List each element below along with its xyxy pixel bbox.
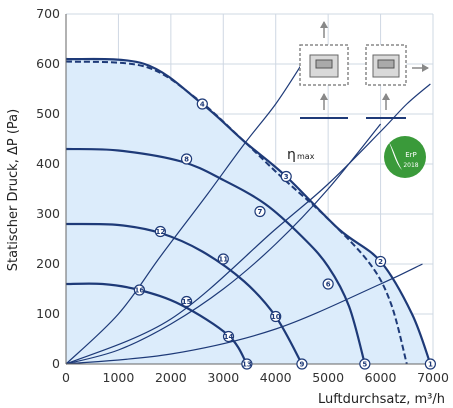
operating-point-label-5: 5 xyxy=(362,361,367,369)
y-tick-label-1: 100 xyxy=(36,306,60,321)
system-curve-1 xyxy=(65,83,431,365)
system-curves xyxy=(65,63,431,365)
operating-point-marker-7 xyxy=(254,205,266,218)
operating-point-label-4: 4 xyxy=(200,101,205,109)
operating-point-12: 12 xyxy=(154,225,166,238)
erp-2018-badge: ErP 2018 xyxy=(384,136,426,178)
operating-point-label-2: 2 xyxy=(378,258,383,266)
operating-point-marker-2 xyxy=(374,255,387,268)
erp-badge-text: ErP xyxy=(405,151,417,159)
y-tick-label-7: 700 xyxy=(36,6,60,21)
operating-point-10: 10 xyxy=(270,310,282,323)
x-axis-label: Luftdurchsatz, m³/h xyxy=(318,392,445,407)
operating-point-marker-6 xyxy=(322,278,334,290)
operating-point-marker-13 xyxy=(241,358,253,370)
operating-point-11: 11 xyxy=(217,253,229,265)
system-curve-4 xyxy=(65,263,423,365)
x-tick-label-3: 3000 xyxy=(207,370,239,385)
operating-point-16: 16 xyxy=(133,284,145,296)
eta-subscript: max xyxy=(297,152,315,161)
operating-point-marker-5 xyxy=(359,358,371,370)
operating-point-marker-16 xyxy=(133,284,145,296)
operating-point-label-16: 16 xyxy=(135,287,145,295)
operating-point-marker-10 xyxy=(270,310,282,323)
y-tick-label-5: 500 xyxy=(36,106,60,121)
y-tick-label-0: 0 xyxy=(52,356,60,371)
operating-point-13: 13 xyxy=(241,358,253,370)
system-curve-3 xyxy=(65,123,382,365)
operating-point-label-9: 9 xyxy=(299,361,304,369)
operating-point-label-6: 6 xyxy=(326,281,331,289)
x-tick-label-7: 7000 xyxy=(417,370,449,385)
erp-badge-year: 2018 xyxy=(403,162,418,169)
operating-point-label-3: 3 xyxy=(284,173,289,181)
operating-point-label-8: 8 xyxy=(184,156,189,164)
operating-point-3: 3 xyxy=(280,170,292,183)
y-tick-labels: 0 100 200 300 400 500 600 700 xyxy=(36,6,60,371)
operating-point-marker-11 xyxy=(217,253,229,265)
operating-point-marker-14 xyxy=(222,330,235,343)
x-tick-label-0: 0 xyxy=(62,370,70,385)
operating-point-label-13: 13 xyxy=(242,361,252,369)
installation-diagram-vertical xyxy=(299,21,349,119)
x-tick-label-4: 4000 xyxy=(260,370,292,385)
operating-point-label-15: 15 xyxy=(182,298,192,306)
operating-point-15: 15 xyxy=(180,295,193,308)
y-tick-label-4: 400 xyxy=(36,156,60,171)
system-curve-2 xyxy=(65,63,303,365)
operating-point-6: 6 xyxy=(322,278,334,290)
eta-symbol: η xyxy=(287,147,296,163)
operating-point-5: 5 xyxy=(359,358,371,370)
operating-point-label-10: 10 xyxy=(271,313,281,321)
operating-point-label-12: 12 xyxy=(155,228,165,236)
erp-badge-circle xyxy=(384,136,426,178)
x-tick-label-1: 1000 xyxy=(103,370,135,385)
fan-curve-2 xyxy=(65,147,366,365)
eta-max-label: η max xyxy=(287,147,315,163)
x-tick-label-2: 2000 xyxy=(155,370,187,385)
x-tick-label-6: 6000 xyxy=(365,370,397,385)
operating-point-7: 7 xyxy=(254,205,266,218)
operating-point-marker-1 xyxy=(424,358,436,370)
operating-point-8: 8 xyxy=(180,153,193,165)
y-tick-label-2: 200 xyxy=(36,256,60,271)
operating-point-marker-12 xyxy=(154,225,166,238)
operating-point-9: 9 xyxy=(296,358,308,370)
operating-point-2: 2 xyxy=(374,255,387,268)
y-tick-label-3: 300 xyxy=(36,206,60,221)
operating-point-1: 1 xyxy=(424,358,436,370)
operating-point-label-7: 7 xyxy=(258,208,263,216)
operating-point-label-1: 1 xyxy=(428,361,433,369)
installation-diagram-side xyxy=(365,44,429,119)
operating-point-marker-8 xyxy=(180,153,193,165)
leaf-icon xyxy=(389,142,402,170)
operating-range-fill xyxy=(66,58,431,364)
x-tick-label-5: 5000 xyxy=(312,370,344,385)
y-tick-label-6: 600 xyxy=(36,56,60,71)
operating-point-14: 14 xyxy=(222,330,235,343)
operating-point-4: 4 xyxy=(196,98,208,110)
operating-point-marker-15 xyxy=(180,295,193,308)
x-tick-labels: 0 1000 2000 3000 4000 5000 6000 7000 xyxy=(62,370,449,385)
operating-point-marker-3 xyxy=(280,170,292,183)
y-axis-label: Statischer Druck, ΔP (Pa) xyxy=(6,109,21,271)
operating-point-label-14: 14 xyxy=(224,333,234,341)
operating-point-marker-9 xyxy=(296,358,308,370)
operating-point-label-11: 11 xyxy=(218,256,228,264)
operating-point-marker-4 xyxy=(196,98,208,110)
